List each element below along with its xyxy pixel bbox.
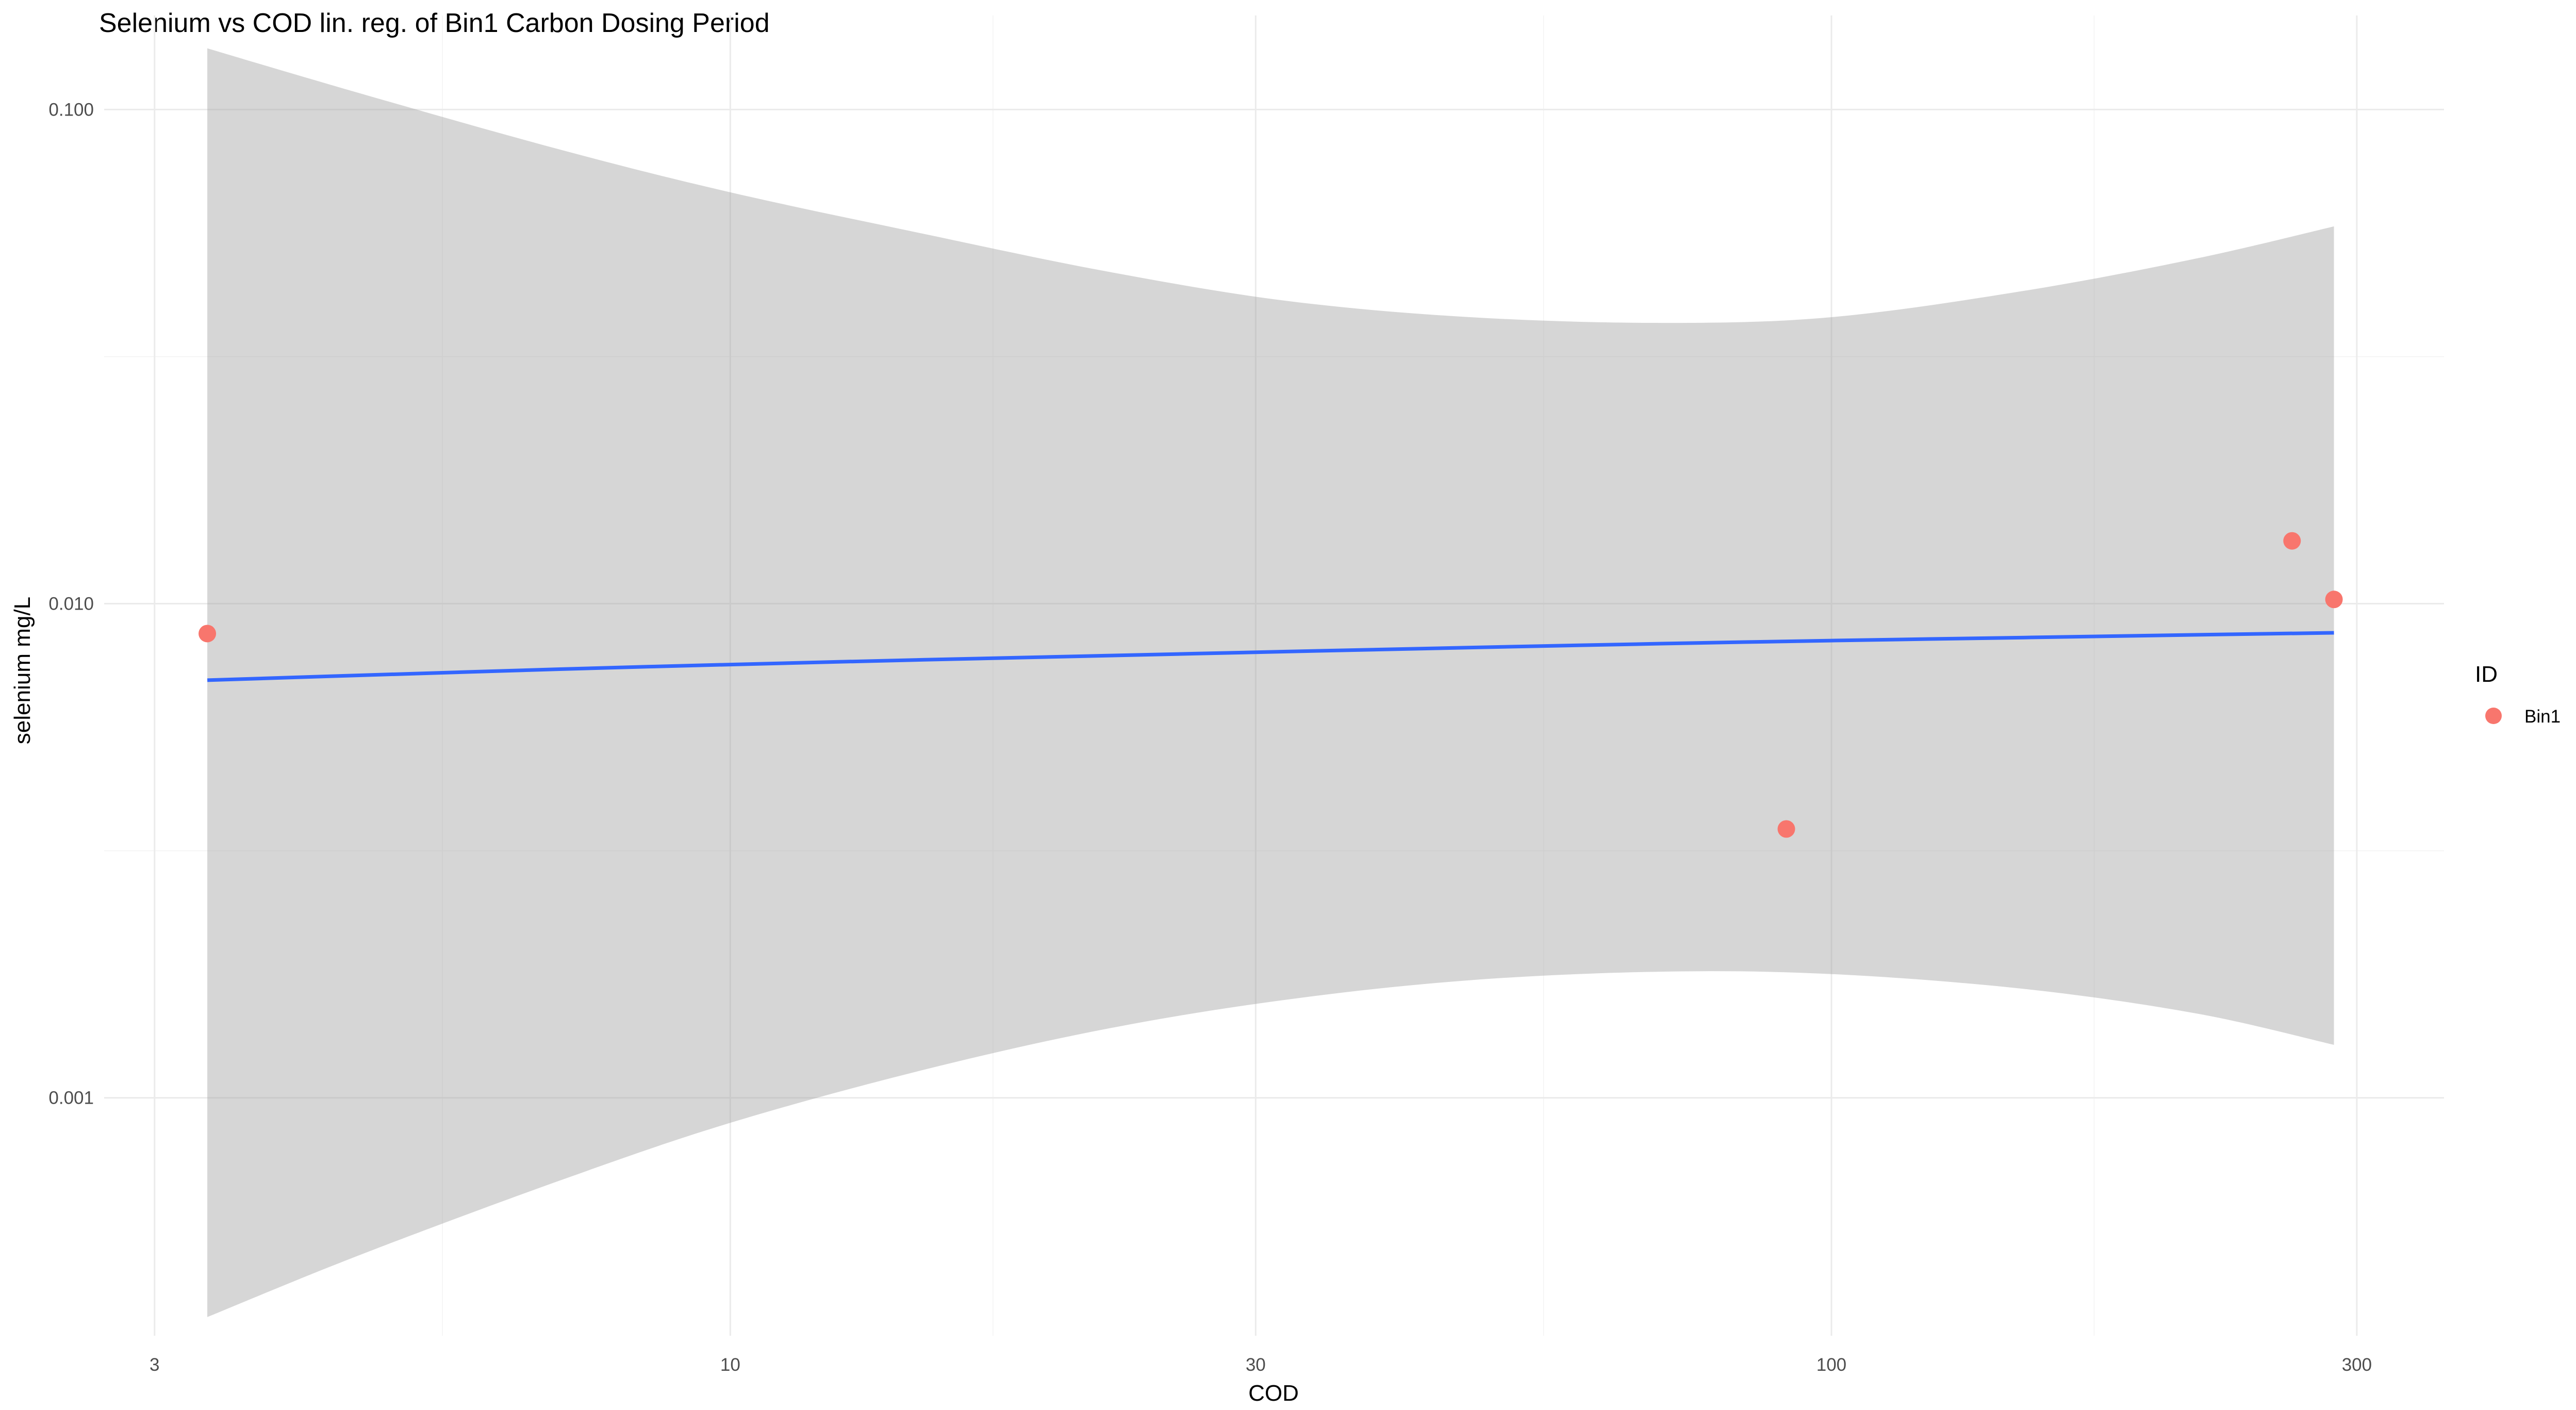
- regression-line: [207, 631, 2334, 682]
- plot-gridlines: [104, 15, 2444, 1336]
- x-tick-label: 10: [720, 1355, 740, 1375]
- legend-key-bin1: [2485, 708, 2502, 724]
- x-tick-label: 3: [150, 1355, 159, 1375]
- x-tick-label: 30: [1246, 1355, 1266, 1375]
- y-axis-title: selenium mg/L: [10, 597, 35, 744]
- x-axis-ticks: 3 10 30 100 300: [150, 1355, 2372, 1375]
- x-tick-label: 300: [2342, 1355, 2372, 1375]
- x-tick-label: 100: [1817, 1355, 1846, 1375]
- data-point: [2283, 532, 2301, 550]
- y-axis-ticks: 0.001 0.010 0.100: [48, 100, 94, 1108]
- data-points: [199, 532, 2343, 838]
- chart-title: Selenium vs COD lin. reg. of Bin1 Carbon…: [99, 8, 770, 38]
- x-axis-title: COD: [1248, 1381, 1299, 1406]
- y-tick-label: 0.010: [48, 594, 94, 614]
- legend: ID Bin1: [2475, 662, 2561, 727]
- data-point: [199, 625, 217, 643]
- data-point: [2325, 591, 2343, 609]
- legend-label-bin1: Bin1: [2524, 707, 2561, 727]
- y-tick-label: 0.001: [48, 1088, 94, 1108]
- y-tick-label: 0.100: [48, 100, 94, 120]
- data-point: [1777, 820, 1795, 838]
- legend-title: ID: [2475, 662, 2498, 687]
- confidence-band: [207, 48, 2334, 1317]
